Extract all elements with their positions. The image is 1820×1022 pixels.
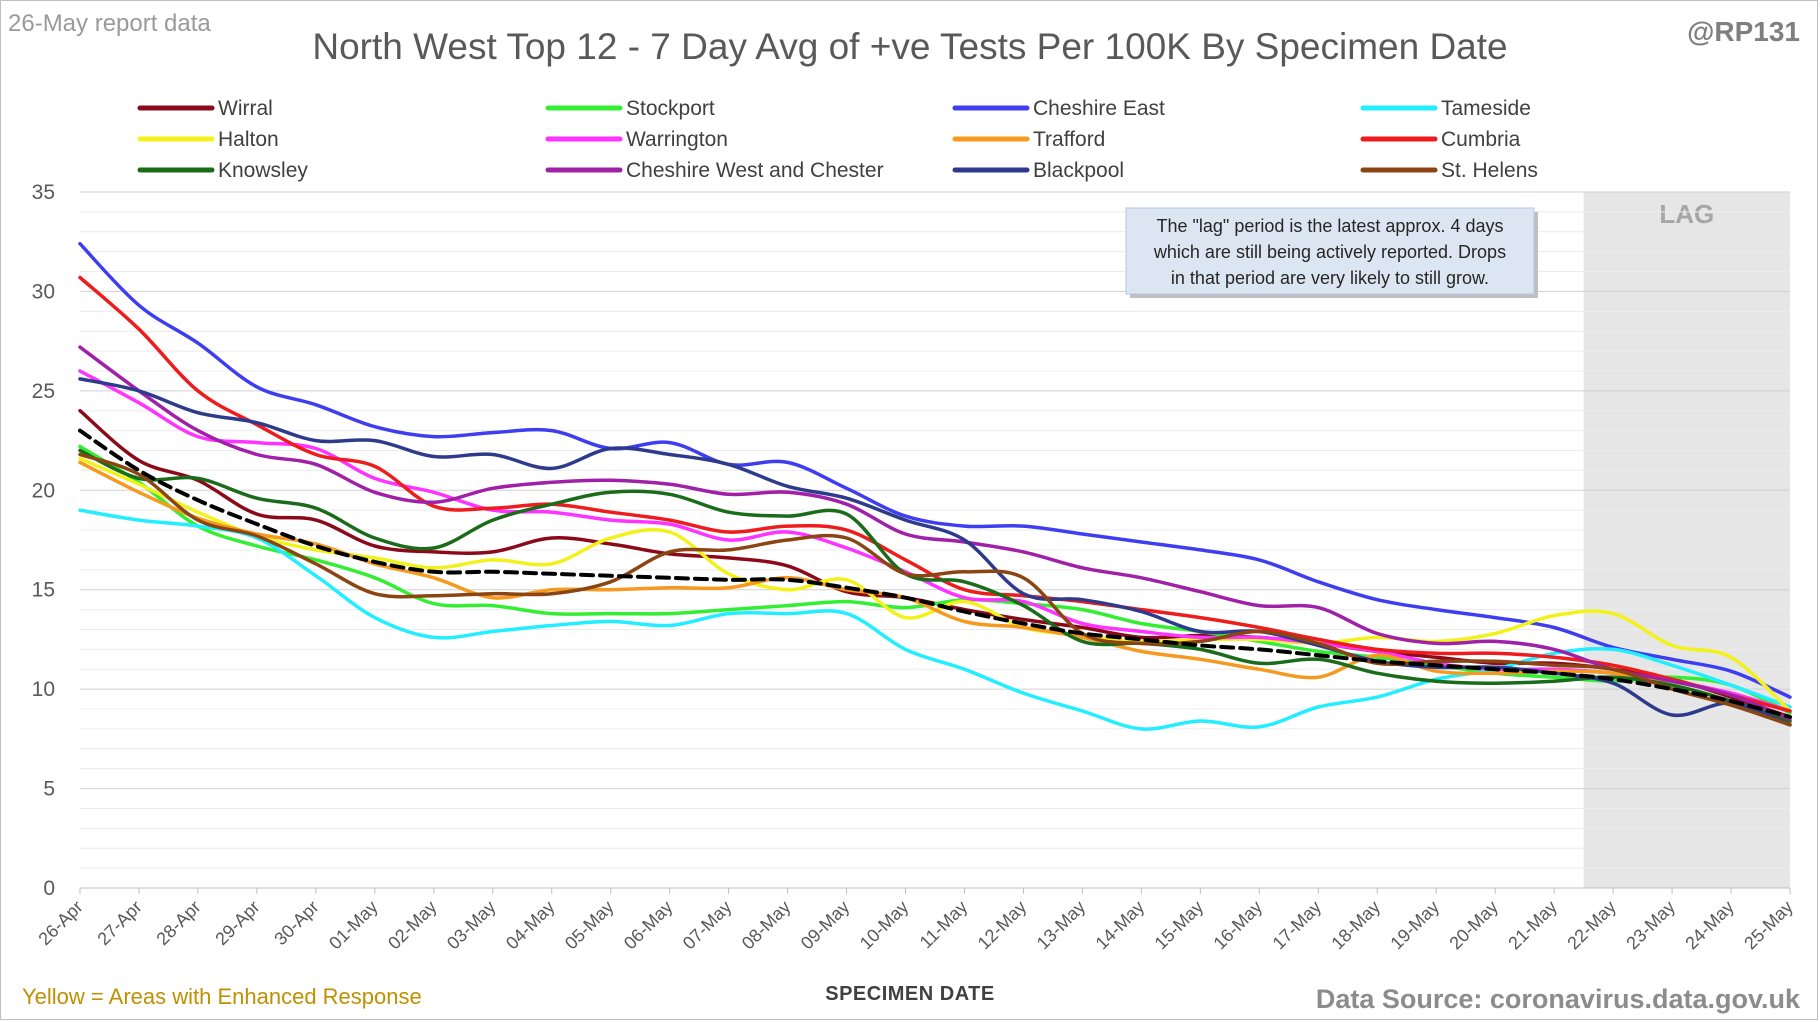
- x-tick-label: 15-May: [1151, 897, 1208, 954]
- x-tick-label: 09-May: [797, 897, 854, 954]
- legend-label-warrington: Warrington: [626, 128, 728, 151]
- author-handle: @RP131: [1687, 16, 1800, 47]
- y-tick-label: 35: [32, 181, 55, 204]
- x-tick-label: 13-May: [1033, 897, 1090, 954]
- legend-label-trafford: Trafford: [1033, 128, 1105, 151]
- x-tick-label: 23-May: [1622, 897, 1679, 954]
- x-tick-label: 10-May: [856, 897, 913, 954]
- x-tick-label: 14-May: [1092, 897, 1149, 954]
- x-tick-label: 12-May: [974, 897, 1031, 954]
- lag-note-line: which are still being actively reported.…: [1153, 242, 1506, 262]
- lag-note-box: [1125, 207, 1535, 295]
- series-line-wirral: [78, 408, 1792, 719]
- x-axis-title: SPECIMEN DATE: [825, 983, 995, 1005]
- x-tick-label: 28-Apr: [152, 897, 204, 949]
- data-source: Data Source: coronavirus.data.gov.uk: [1315, 984, 1800, 1014]
- series-line-halton: [78, 456, 1792, 713]
- x-tick-label: 03-May: [443, 897, 500, 954]
- legend-label-st-helens: St. Helens: [1441, 159, 1538, 182]
- x-tick-label: 20-May: [1445, 897, 1502, 954]
- y-tick-label: 0: [43, 877, 55, 900]
- x-tick-label: 27-Apr: [93, 897, 145, 949]
- legend-label-tameside: Tameside: [1441, 97, 1531, 120]
- y-tick-label: 25: [32, 380, 55, 403]
- series-line-cumbria: [78, 275, 1792, 713]
- legend-label-cheshire-west-and-chester: Cheshire West and Chester: [626, 159, 884, 182]
- lag-note-line: The "lag" period is the latest approx. 4…: [1157, 216, 1504, 236]
- x-tick-label: 24-May: [1681, 897, 1738, 954]
- x-tick-label: 22-May: [1563, 897, 1620, 954]
- y-tick-label: 20: [32, 479, 55, 502]
- y-tick-label: 15: [32, 579, 55, 602]
- x-tick-label: 29-Apr: [211, 897, 263, 949]
- x-tick-label: 16-May: [1210, 897, 1267, 954]
- x-tick-label: 06-May: [620, 897, 677, 954]
- report-date-label: 26-May report data: [8, 10, 211, 37]
- series-line-cheshire-west-and-chester: [78, 345, 1792, 721]
- enhanced-response-note: Yellow = Areas with Enhanced Response: [22, 984, 422, 1009]
- x-tick-label: 04-May: [502, 897, 559, 954]
- series-line-cheshire-east: [78, 241, 1792, 699]
- chart-title: North West Top 12 - 7 Day Avg of +ve Tes…: [312, 26, 1508, 67]
- legend-label-stockport: Stockport: [626, 97, 715, 120]
- legend-label-knowsley: Knowsley: [218, 159, 308, 182]
- lag-label: LAG: [1659, 199, 1714, 229]
- series-line-st-helens: [78, 452, 1792, 727]
- y-tick-label: 30: [32, 280, 55, 303]
- x-tick-label: 02-May: [384, 897, 441, 954]
- series-line-knowsley: [78, 448, 1792, 723]
- x-tick-label: 17-May: [1269, 897, 1326, 954]
- series-line-dashed: [78, 428, 1792, 719]
- lag-band: [1583, 192, 1790, 888]
- x-tick-label: 30-Apr: [270, 897, 322, 949]
- y-tick-label: 5: [43, 778, 55, 801]
- x-tick-label: 19-May: [1386, 897, 1443, 954]
- x-tick-label: 11-May: [916, 897, 972, 953]
- legend-label-wirral: Wirral: [218, 97, 273, 120]
- x-tick-label: 25-May: [1740, 897, 1797, 954]
- legend-label-cheshire-east: Cheshire East: [1033, 97, 1165, 120]
- x-tick-label: 01-May: [325, 897, 382, 954]
- lag-note-line: in that period are very likely to still …: [1171, 268, 1489, 288]
- x-tick-label: 26-Apr: [34, 897, 86, 949]
- x-tick-label: 05-May: [561, 897, 618, 954]
- x-tick-label: 07-May: [679, 897, 736, 954]
- legend-label-cumbria: Cumbria: [1441, 128, 1521, 151]
- x-tick-label: 21-May: [1504, 897, 1561, 954]
- x-tick-label: 08-May: [738, 897, 795, 954]
- legend-label-halton: Halton: [218, 128, 279, 151]
- y-tick-label: 10: [32, 678, 55, 701]
- legend-label-blackpool: Blackpool: [1033, 159, 1124, 182]
- x-tick-label: 18-May: [1327, 897, 1384, 954]
